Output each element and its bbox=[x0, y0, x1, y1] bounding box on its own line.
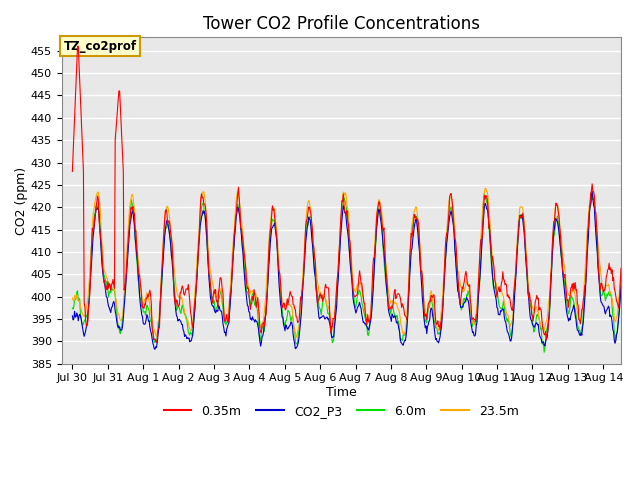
CO2_P3 bbox=[617, 283, 625, 289]
23.5m bbox=[145, 299, 153, 304]
23.5m bbox=[617, 269, 625, 275]
23.5m bbox=[68, 295, 76, 301]
6.0m bbox=[617, 279, 625, 285]
6.0m bbox=[68, 305, 76, 311]
23.5m bbox=[476, 249, 484, 255]
Line: CO2_P3: CO2_P3 bbox=[72, 192, 621, 349]
Line: 0.35m: 0.35m bbox=[72, 46, 621, 343]
Line: 6.0m: 6.0m bbox=[72, 193, 621, 352]
CO2_P3 bbox=[303, 225, 311, 231]
6.0m bbox=[476, 287, 483, 292]
X-axis label: Time: Time bbox=[326, 386, 356, 399]
0.35m bbox=[146, 288, 154, 293]
23.5m bbox=[303, 205, 311, 211]
Y-axis label: CO2 (ppm): CO2 (ppm) bbox=[15, 167, 28, 235]
6.0m bbox=[145, 307, 153, 313]
23.5m bbox=[482, 185, 490, 191]
Text: TZ_co2prof: TZ_co2prof bbox=[63, 40, 137, 53]
6.0m bbox=[303, 221, 310, 227]
Line: 23.5m: 23.5m bbox=[72, 188, 621, 337]
CO2_P3 bbox=[68, 313, 76, 319]
CO2_P3 bbox=[324, 316, 332, 322]
23.5m bbox=[292, 335, 300, 340]
0.35m bbox=[71, 115, 79, 120]
CO2_P3 bbox=[588, 189, 596, 194]
23.5m bbox=[71, 292, 79, 298]
0.35m bbox=[617, 265, 625, 271]
0.35m bbox=[68, 168, 76, 174]
6.0m bbox=[540, 349, 548, 355]
23.5m bbox=[463, 279, 470, 285]
CO2_P3 bbox=[71, 309, 79, 314]
0.35m bbox=[477, 237, 484, 243]
6.0m bbox=[71, 297, 79, 303]
6.0m bbox=[323, 304, 331, 310]
23.5m bbox=[324, 306, 332, 312]
CO2_P3 bbox=[145, 318, 153, 324]
Legend: 0.35m, CO2_P3, 6.0m, 23.5m: 0.35m, CO2_P3, 6.0m, 23.5m bbox=[159, 400, 524, 423]
0.35m bbox=[74, 43, 81, 49]
CO2_P3 bbox=[476, 274, 484, 280]
Title: Tower CO2 Profile Concentrations: Tower CO2 Profile Concentrations bbox=[203, 15, 480, 33]
CO2_P3 bbox=[463, 295, 470, 300]
CO2_P3 bbox=[151, 347, 159, 352]
0.35m bbox=[463, 281, 471, 287]
6.0m bbox=[481, 191, 488, 196]
0.35m bbox=[153, 340, 161, 346]
6.0m bbox=[462, 299, 470, 305]
0.35m bbox=[304, 210, 312, 216]
0.35m bbox=[324, 285, 332, 291]
